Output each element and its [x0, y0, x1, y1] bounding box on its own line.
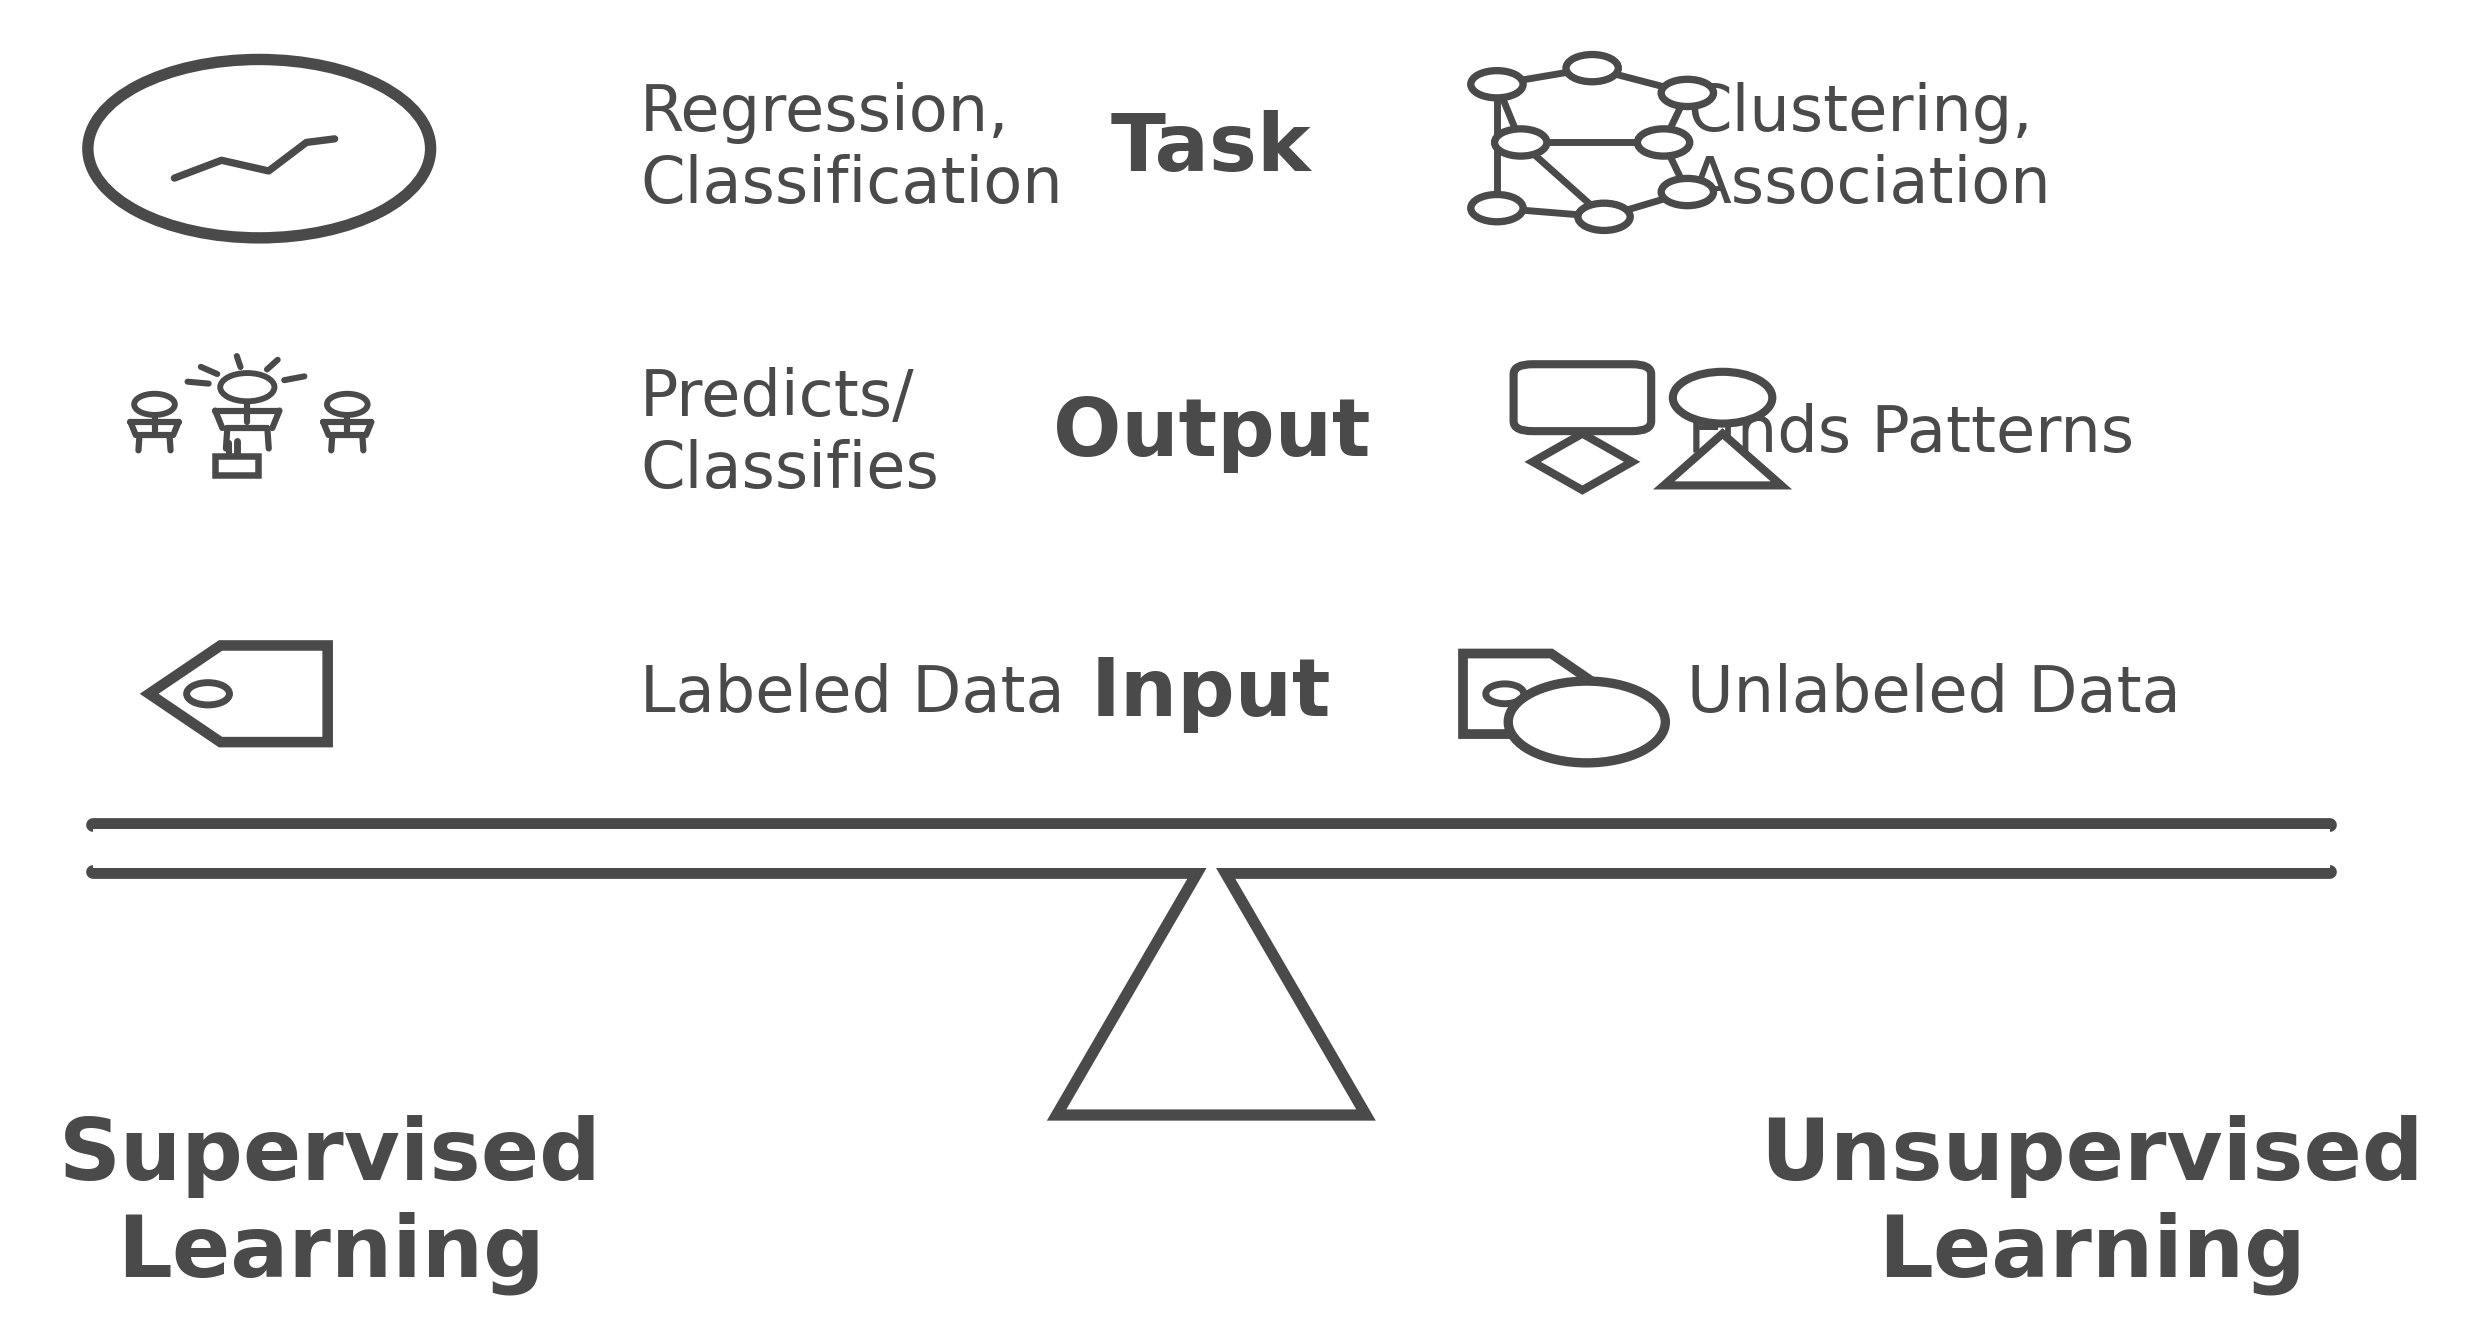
Circle shape [1674, 371, 1773, 424]
Circle shape [221, 373, 276, 402]
Text: Regression,
Classification: Regression, Classification [641, 82, 1063, 216]
Circle shape [328, 394, 367, 415]
Text: Unlabeled Data: Unlabeled Data [1688, 662, 2180, 724]
Circle shape [1661, 79, 1713, 107]
Circle shape [1485, 684, 1525, 703]
Text: Input: Input [1090, 655, 1331, 732]
Polygon shape [1058, 848, 1366, 1115]
Circle shape [1470, 71, 1522, 97]
Circle shape [1470, 195, 1522, 221]
Text: Output: Output [1053, 395, 1371, 473]
Circle shape [1661, 178, 1713, 205]
Text: Predicts/
Classifies: Predicts/ Classifies [641, 366, 939, 500]
Polygon shape [216, 456, 258, 474]
Polygon shape [1462, 653, 1609, 734]
Circle shape [1567, 54, 1619, 82]
Circle shape [1577, 203, 1631, 230]
Text: Unsupervised
Learning: Unsupervised Learning [1760, 1115, 2423, 1295]
Text: Task: Task [1110, 109, 1311, 187]
Text: Supervised
Learning: Supervised Learning [60, 1115, 601, 1295]
Circle shape [134, 394, 174, 415]
Polygon shape [1532, 433, 1631, 490]
Text: Finds Patterns: Finds Patterns [1688, 403, 2135, 465]
Circle shape [1636, 129, 1691, 157]
Circle shape [87, 59, 430, 238]
FancyBboxPatch shape [1515, 365, 1651, 431]
Polygon shape [1664, 433, 1780, 486]
Polygon shape [149, 645, 328, 741]
Circle shape [186, 682, 228, 705]
Polygon shape [92, 828, 2329, 868]
Circle shape [1495, 129, 1547, 157]
Text: Clustering,
Association: Clustering, Association [1688, 82, 2051, 216]
Circle shape [1507, 681, 1666, 763]
Text: Labeled Data: Labeled Data [641, 662, 1065, 724]
